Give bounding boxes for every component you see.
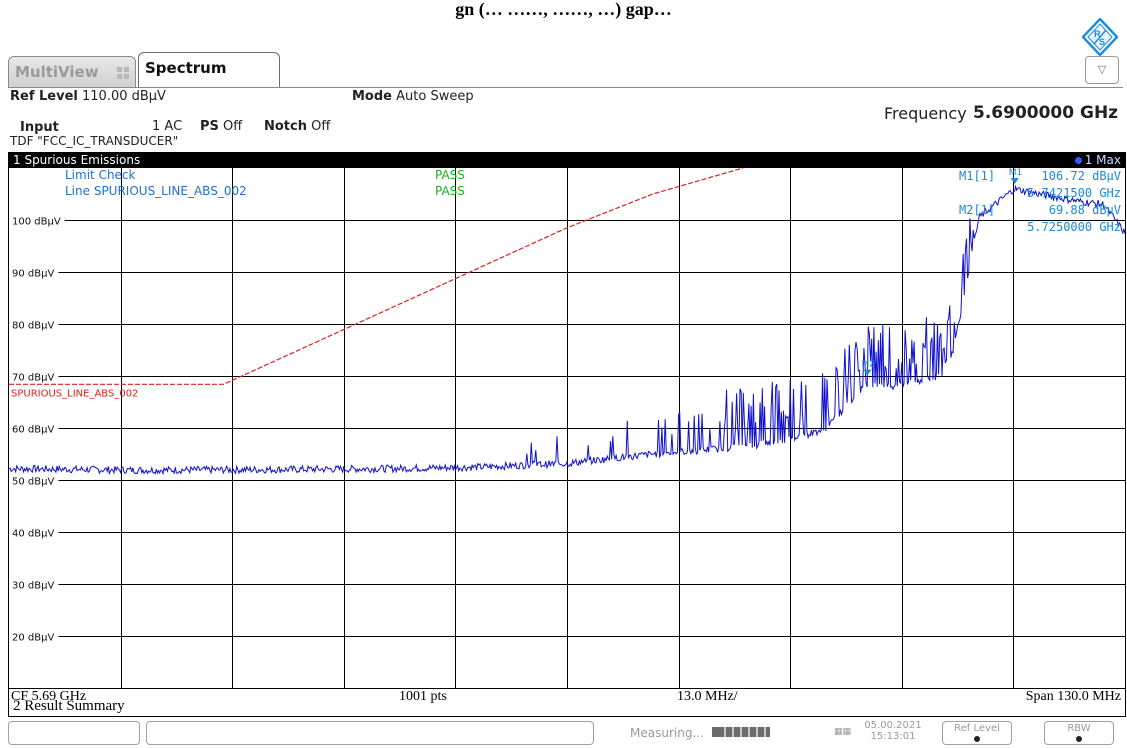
marker-m2-frequency: 5.7250000 GHz: [1027, 220, 1121, 234]
limit-check-label: Limit Check: [65, 168, 136, 182]
result-summary[interactable]: 2 Result Summary: [8, 697, 1126, 717]
y-tick-label: 100 dBµV: [12, 217, 61, 228]
status-field-1[interactable]: [8, 721, 140, 745]
limit-line-check-result: PASS: [435, 184, 465, 198]
marker-m1-level: 106.72 dBµV: [1042, 169, 1121, 183]
marker-m2-icon: [863, 369, 872, 376]
remote-icon: ▦▦: [834, 727, 852, 737]
rbw-softkey-label: RBW: [1067, 723, 1091, 734]
ref-level-softkey[interactable]: Ref Level: [942, 721, 1012, 745]
marker-m2-tag: M2: [861, 360, 875, 370]
spurious-emissions-diagram: 1 Spurious Emissions 1 Max 100 dBµV 90 dB…: [8, 152, 1126, 705]
ref-level-label: Ref Level: [10, 89, 78, 104]
y-tick-label-bg: [9, 630, 59, 643]
grid-icon: [117, 67, 129, 79]
center-frequency: CF 5.69 GHz: [11, 689, 87, 704]
status-time: 15:13:01: [870, 731, 916, 742]
trace-dot-icon: [1074, 157, 1082, 164]
y-tick-label: 40 dBµV: [12, 529, 54, 540]
notch-info: Notch Off: [264, 120, 330, 134]
y-tick-label-bg: [9, 578, 59, 591]
marker-m1-tag: M1: [1009, 168, 1023, 178]
tab-multiview-label: MultiView: [15, 63, 99, 81]
span: Span 130.0 MHz: [1025, 689, 1121, 704]
chevron-down-icon: ▽: [1097, 63, 1107, 76]
status-field-2[interactable]: [146, 721, 594, 745]
limit-line: [9, 168, 744, 385]
y-tick-label-bg: [9, 370, 59, 383]
y-tick-label-bg: [9, 214, 65, 227]
y-tick-label: 60 dBµV: [12, 425, 54, 436]
y-tick-label: 70 dBµV: [12, 373, 54, 384]
tab-multiview[interactable]: MultiView: [8, 56, 136, 88]
diagram-footer: CF 5.69 GHz 1001 pts 13.0 MHz/ Span 130.…: [9, 688, 1125, 705]
ref-level-indicator-icon: [974, 736, 980, 742]
rbw-indicator-icon: [1076, 736, 1082, 742]
limit-line-check-label: Line SPURIOUS_LINE_ABS_002: [65, 184, 247, 198]
diagram-title: 1 Spurious Emissions: [13, 153, 141, 167]
marker-m1-name: M1[1]: [959, 169, 995, 183]
y-tick-label-bg: [9, 266, 59, 279]
y-tick-label: 30 dBµV: [12, 581, 54, 592]
rohde-schwarz-logo: R S: [1082, 18, 1118, 56]
y-tick-label-bg: [9, 318, 59, 331]
notch-label: Notch: [264, 119, 307, 134]
ps-label: PS: [200, 119, 219, 134]
tab-underline: [8, 87, 1123, 88]
y-tick-label-bg: [9, 474, 59, 487]
marker-m1-icon: [1010, 178, 1019, 185]
marker-m1-frequency: 5.7421500 GHz: [1027, 186, 1121, 200]
svg-text:R: R: [1094, 29, 1101, 39]
ref-level-value: 110.00 dBµV: [82, 89, 166, 104]
trace-badge-label: 1 Max: [1084, 153, 1121, 167]
y-tick-label-bg: [9, 422, 59, 435]
ref-level-softkey-label: Ref Level: [954, 723, 1000, 734]
sweep-points: 1001 pts: [399, 689, 447, 704]
y-tick-label: 90 dBµV: [12, 269, 54, 280]
view-dropdown-button[interactable]: ▽: [1085, 56, 1119, 84]
marker-m2-name: M2[1]: [959, 203, 995, 217]
y-tick-label: 50 dBµV: [12, 477, 54, 488]
frequency-label: Frequency: [884, 104, 967, 123]
svg-text:S: S: [1099, 37, 1105, 47]
ps-info: PS Off: [200, 120, 242, 134]
sweep-progress-bar: [712, 727, 770, 737]
rbw-softkey[interactable]: RBW: [1044, 721, 1114, 745]
limit-check-result: PASS: [435, 168, 465, 182]
marker-m2-level: 69.88 dBµV: [1049, 203, 1121, 217]
mode-label: Mode: [352, 89, 392, 104]
frequency-per-division: 13.0 MHz/: [677, 689, 738, 704]
y-tick-label: 20 dBµV: [12, 633, 54, 644]
frequency-value[interactable]: 5.6900000 GHz: [973, 103, 1119, 123]
mode-info: Mode Auto Sweep: [352, 90, 474, 104]
spectrum-trace: [9, 184, 1125, 476]
spectrum-plot[interactable]: 100 dBµV 90 dBµV 80 dBµV 70 dBµV 60 dBµV 50 d…: [9, 168, 1125, 704]
y-tick-label: 80 dBµV: [12, 321, 54, 332]
tab-spectrum[interactable]: Spectrum: [138, 52, 280, 88]
tab-bar: MultiView Spectrum: [8, 52, 1123, 88]
limit-line-label: SPURIOUS_LINE_ABS_002: [11, 388, 138, 399]
trace-badge[interactable]: 1 Max: [1074, 153, 1121, 168]
input-label: Input: [20, 120, 59, 135]
measuring-label: Measuring...: [630, 726, 704, 740]
notch-value: Off: [311, 119, 331, 134]
input-coupling: 1 AC: [152, 119, 183, 134]
mode-value: Auto Sweep: [396, 89, 474, 104]
tab-spectrum-label: Spectrum: [145, 59, 227, 77]
ps-value: Off: [223, 119, 243, 134]
status-date: 05.00.2021: [864, 720, 922, 731]
ref-level-info: Ref Level 110.00 dBµV: [10, 90, 166, 104]
transducer-info: TDF "FCC_IC_TRANSDUCER": [10, 134, 179, 148]
page-title: gn (… ……, ……, …) gap…: [455, 0, 672, 19]
diagram-title-bar: 1 Spurious Emissions 1 Max: [9, 153, 1125, 168]
y-tick-label-bg: [9, 526, 59, 539]
status-bar: Measuring... ▦▦ 05.00.2021 15:13:01 Ref …: [0, 718, 1127, 748]
